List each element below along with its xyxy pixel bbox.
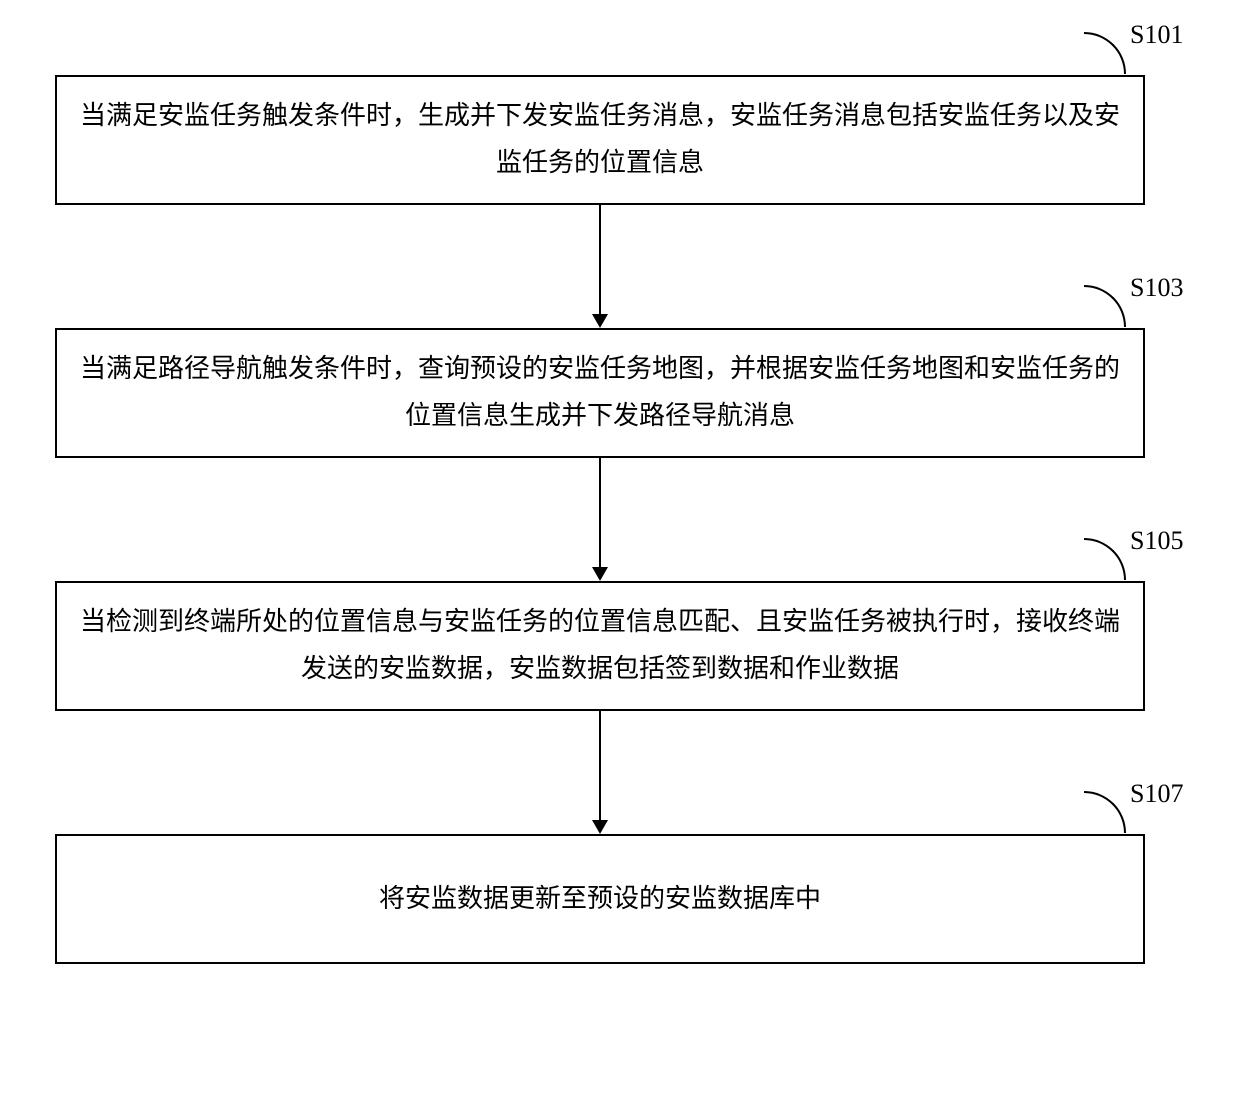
- step-label-s107: S107: [1130, 779, 1183, 809]
- flow-node-s105: 当检测到终端所处的位置信息与安监任务的位置信息匹配、且安监任务被执行时，接收终端…: [55, 581, 1145, 711]
- label-hook: [1084, 538, 1126, 580]
- step-label-s101: S101: [1130, 20, 1183, 50]
- node-text: 当检测到终端所处的位置信息与安监任务的位置信息匹配、且安监任务被执行时，接收终端…: [77, 599, 1123, 693]
- node-text: 将安监数据更新至预设的安监数据库中: [379, 876, 821, 923]
- flowchart-canvas: S101 当满足安监任务触发条件时，生成并下发安监任务消息，安监任务消息包括安监…: [0, 0, 1240, 1098]
- arrow-head-icon: [592, 314, 608, 328]
- step-label-s105: S105: [1130, 526, 1183, 556]
- node-text: 当满足安监任务触发条件时，生成并下发安监任务消息，安监任务消息包括安监任务以及安…: [77, 93, 1123, 187]
- arrow-head-icon: [592, 820, 608, 834]
- arrow-line: [599, 711, 601, 820]
- step-label-s103: S103: [1130, 273, 1183, 303]
- label-hook: [1084, 791, 1126, 833]
- arrow-head-icon: [592, 567, 608, 581]
- flow-node-s101: 当满足安监任务触发条件时，生成并下发安监任务消息，安监任务消息包括安监任务以及安…: [55, 75, 1145, 205]
- label-hook: [1084, 285, 1126, 327]
- node-text: 当满足路径导航触发条件时，查询预设的安监任务地图，并根据安监任务地图和安监任务的…: [77, 346, 1123, 440]
- arrow-line: [599, 458, 601, 567]
- flow-node-s103: 当满足路径导航触发条件时，查询预设的安监任务地图，并根据安监任务地图和安监任务的…: [55, 328, 1145, 458]
- label-hook: [1084, 32, 1126, 74]
- arrow-line: [599, 205, 601, 314]
- flow-node-s107: 将安监数据更新至预设的安监数据库中: [55, 834, 1145, 964]
